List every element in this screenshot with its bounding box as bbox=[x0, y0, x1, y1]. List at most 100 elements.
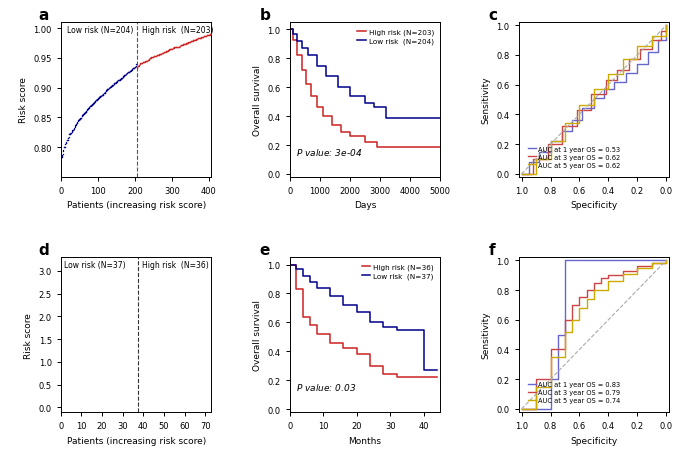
Point bbox=[139, 59, 150, 66]
Point bbox=[57, 151, 68, 159]
Point bbox=[113, 77, 124, 85]
Point bbox=[189, 38, 200, 45]
Point bbox=[66, 130, 76, 138]
Point bbox=[140, 59, 151, 66]
Point bbox=[172, 44, 183, 51]
Point bbox=[159, 49, 170, 56]
Point bbox=[166, 46, 177, 53]
Point bbox=[94, 94, 105, 101]
Point bbox=[102, 86, 113, 93]
Text: d: d bbox=[39, 242, 49, 257]
Point bbox=[171, 44, 182, 51]
Y-axis label: Overall survival: Overall survival bbox=[253, 65, 262, 136]
Point bbox=[144, 56, 155, 63]
Point bbox=[201, 33, 212, 40]
Point bbox=[60, 140, 71, 148]
Point bbox=[74, 116, 85, 123]
Point bbox=[87, 101, 98, 109]
Point bbox=[164, 46, 175, 54]
Point bbox=[158, 50, 169, 57]
Point bbox=[202, 32, 213, 40]
Point bbox=[97, 390, 107, 398]
Point bbox=[137, 60, 148, 67]
Point bbox=[125, 68, 136, 75]
Point bbox=[148, 54, 159, 61]
Point bbox=[204, 32, 215, 39]
Point bbox=[116, 75, 126, 83]
Point bbox=[187, 38, 198, 45]
Point bbox=[91, 97, 102, 105]
Point bbox=[57, 153, 68, 161]
Point bbox=[194, 35, 205, 43]
Point bbox=[173, 338, 184, 346]
Point bbox=[108, 82, 119, 89]
Point bbox=[199, 33, 210, 41]
Point bbox=[172, 44, 183, 51]
Point bbox=[150, 53, 161, 61]
Point bbox=[160, 49, 170, 56]
Point bbox=[85, 103, 96, 110]
Point bbox=[80, 395, 91, 402]
Point bbox=[63, 134, 74, 141]
Point bbox=[115, 77, 126, 84]
Point bbox=[97, 92, 107, 100]
Point bbox=[56, 155, 67, 163]
Point bbox=[203, 32, 214, 39]
Point bbox=[146, 375, 157, 382]
Point bbox=[146, 55, 157, 62]
Point bbox=[126, 383, 137, 390]
Point bbox=[85, 103, 96, 110]
Point bbox=[166, 46, 176, 53]
Point bbox=[145, 55, 155, 63]
Point bbox=[153, 52, 164, 59]
Point bbox=[128, 65, 139, 72]
Point bbox=[158, 50, 169, 57]
Point bbox=[70, 121, 81, 129]
Y-axis label: Overall survival: Overall survival bbox=[253, 300, 262, 370]
Point bbox=[128, 65, 139, 72]
Point bbox=[93, 94, 104, 102]
Point bbox=[68, 127, 78, 134]
Point bbox=[124, 383, 135, 391]
Point bbox=[89, 99, 99, 106]
Point bbox=[182, 40, 193, 47]
Point bbox=[168, 45, 179, 52]
Point bbox=[141, 58, 151, 66]
Point bbox=[107, 387, 118, 394]
Point bbox=[56, 154, 67, 162]
Point bbox=[122, 384, 132, 391]
Point bbox=[143, 57, 153, 64]
Point bbox=[87, 394, 97, 401]
Point bbox=[105, 83, 116, 91]
Point bbox=[101, 88, 112, 95]
Point bbox=[165, 353, 176, 361]
Point bbox=[181, 40, 192, 48]
Point bbox=[64, 399, 74, 407]
Point bbox=[206, 31, 216, 38]
Point bbox=[119, 72, 130, 80]
Point bbox=[138, 381, 149, 388]
Point bbox=[186, 38, 197, 45]
Point bbox=[183, 40, 194, 47]
Point bbox=[134, 62, 145, 69]
Point bbox=[198, 34, 209, 41]
Point bbox=[116, 75, 127, 82]
Point bbox=[63, 135, 74, 143]
Point bbox=[87, 101, 98, 108]
Point bbox=[80, 109, 91, 117]
Point bbox=[78, 112, 89, 119]
Point bbox=[74, 116, 84, 124]
Point bbox=[161, 357, 172, 364]
Point bbox=[69, 124, 80, 131]
Point bbox=[152, 52, 163, 59]
Point bbox=[87, 101, 97, 109]
Point bbox=[114, 77, 125, 84]
Point bbox=[89, 99, 100, 106]
Point bbox=[134, 383, 145, 391]
Point bbox=[166, 46, 176, 54]
Point bbox=[64, 131, 75, 138]
Point bbox=[140, 58, 151, 66]
Point bbox=[79, 110, 90, 117]
Point bbox=[88, 100, 99, 107]
Point bbox=[107, 82, 118, 90]
